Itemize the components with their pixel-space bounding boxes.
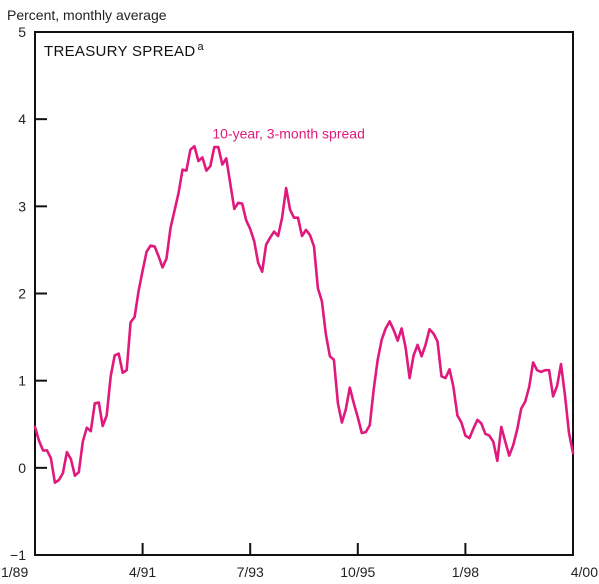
y-tick-label: 3 — [18, 198, 26, 214]
y-tick-label: 2 — [18, 286, 26, 302]
x-tick-label: 4/00 — [571, 564, 598, 580]
x-tick-label: 7/93 — [237, 564, 264, 580]
y-tick-label: −1 — [10, 547, 26, 563]
series-line — [33, 144, 575, 485]
plot-frame — [34, 31, 574, 556]
annotation-layer: 10-year, 3-month spread — [212, 125, 365, 141]
x-tick-label: 4/91 — [129, 564, 156, 580]
y-axis: −1 0 1 2 3 4 5 — [10, 24, 47, 563]
x-tick-label: 10/95 — [340, 564, 375, 580]
x-axis: 1/89 4/91 7/93 10/95 1/98 4/00 — [1, 543, 598, 580]
series-layer — [33, 144, 575, 485]
chart-title-superscript: a — [198, 41, 205, 53]
y-tick-label: 5 — [18, 24, 26, 40]
y-tick-label: 4 — [18, 111, 26, 127]
chart-title: TREASURY SPREAD a — [44, 41, 205, 60]
y-tick-label: 1 — [18, 373, 26, 389]
chart-title-text: TREASURY SPREAD — [44, 43, 196, 60]
y-unit-label: Percent, monthly average — [7, 7, 167, 23]
x-tick-label: 1/89 — [1, 564, 28, 580]
y-tick-label: 0 — [18, 460, 26, 476]
x-tick-label: 1/98 — [452, 564, 479, 580]
series-annotation: 10-year, 3-month spread — [212, 125, 365, 141]
